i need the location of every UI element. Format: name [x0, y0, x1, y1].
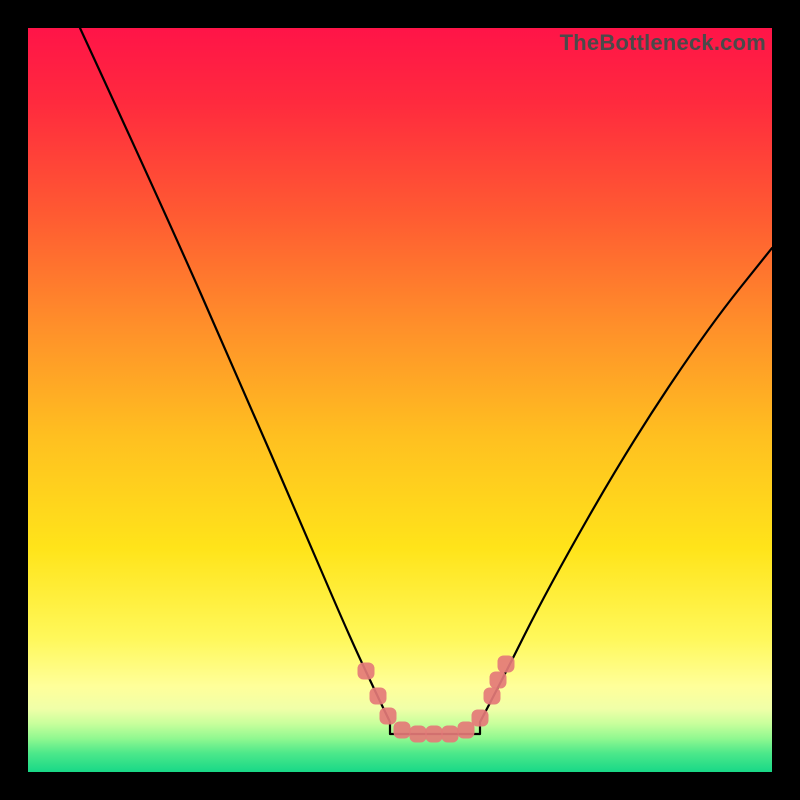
- bottom-marker: [426, 726, 443, 743]
- bottleneck-curve: [80, 28, 772, 734]
- curve-layer: [28, 28, 772, 772]
- bottom-marker: [442, 726, 459, 743]
- bottom-marker: [484, 688, 501, 705]
- bottom-marker: [472, 710, 489, 727]
- watermark-text: TheBottleneck.com: [560, 30, 766, 56]
- bottom-marker: [498, 656, 515, 673]
- bottom-marker: [358, 663, 375, 680]
- bottom-marker: [380, 708, 397, 725]
- bottom-marker: [458, 722, 475, 739]
- bottom-marker: [370, 688, 387, 705]
- bottom-marker: [490, 672, 507, 689]
- chart-frame: TheBottleneck.com: [0, 0, 800, 800]
- bottom-marker: [394, 722, 411, 739]
- plot-area: TheBottleneck.com: [28, 28, 772, 772]
- bottom-marker: [410, 726, 427, 743]
